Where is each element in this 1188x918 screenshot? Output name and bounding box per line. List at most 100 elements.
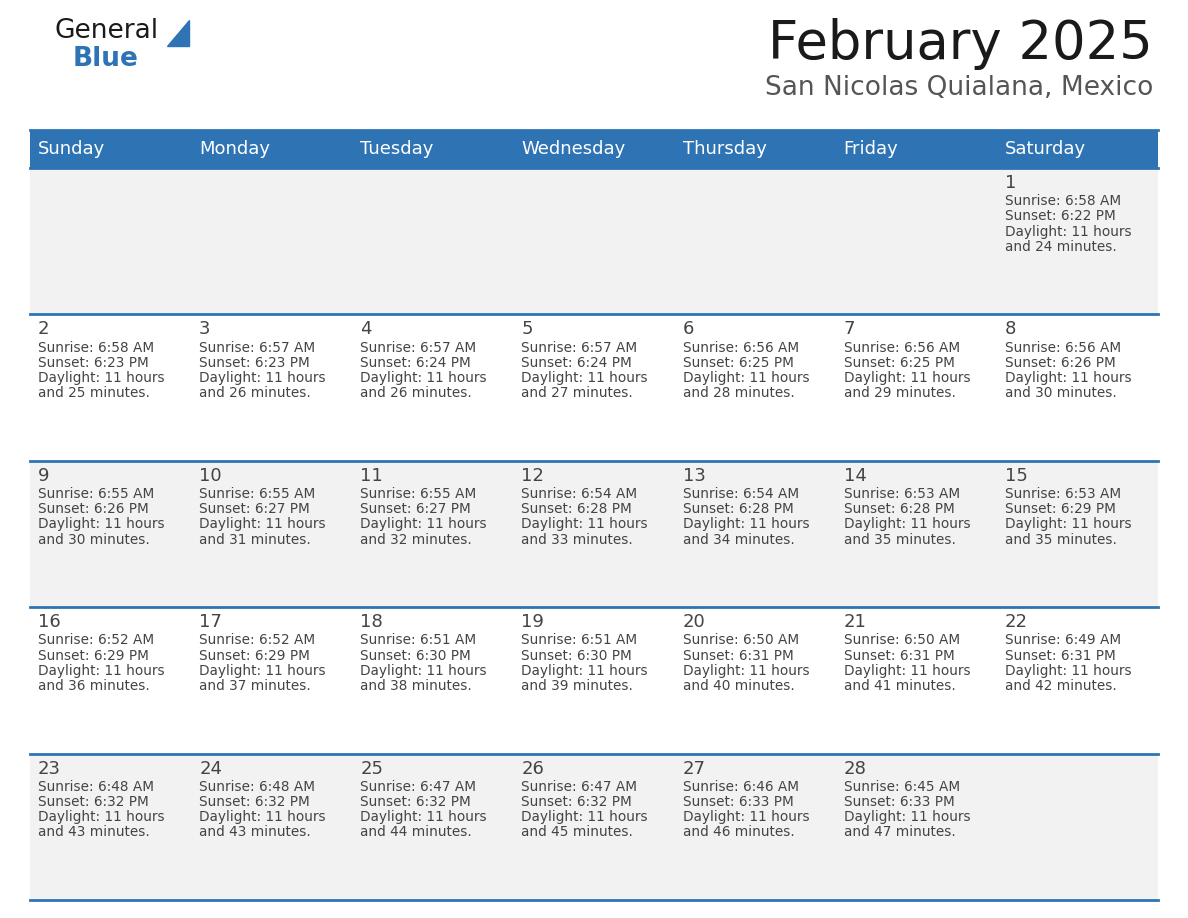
Text: Sunset: 6:30 PM: Sunset: 6:30 PM (360, 648, 470, 663)
Text: and 44 minutes.: and 44 minutes. (360, 825, 472, 839)
Text: Sunrise: 6:49 AM: Sunrise: 6:49 AM (1005, 633, 1121, 647)
Text: 8: 8 (1005, 320, 1016, 339)
Text: and 46 minutes.: and 46 minutes. (683, 825, 795, 839)
Text: Sunset: 6:29 PM: Sunset: 6:29 PM (1005, 502, 1116, 516)
Text: Sunrise: 6:48 AM: Sunrise: 6:48 AM (200, 779, 315, 794)
Text: Sunset: 6:25 PM: Sunset: 6:25 PM (843, 356, 955, 370)
Text: Sunday: Sunday (38, 140, 106, 158)
Text: 24: 24 (200, 759, 222, 778)
Text: and 31 minutes.: and 31 minutes. (200, 532, 311, 546)
Text: San Nicolas Quialana, Mexico: San Nicolas Quialana, Mexico (765, 75, 1154, 101)
Text: Daylight: 11 hours: Daylight: 11 hours (683, 518, 809, 532)
Text: Sunset: 6:32 PM: Sunset: 6:32 PM (200, 795, 310, 809)
Bar (675, 130, 835, 168)
Bar (30, 461, 1158, 607)
Polygon shape (168, 20, 189, 46)
Text: and 35 minutes.: and 35 minutes. (1005, 532, 1117, 546)
Text: Sunrise: 6:54 AM: Sunrise: 6:54 AM (683, 487, 798, 501)
Text: Sunrise: 6:56 AM: Sunrise: 6:56 AM (843, 341, 960, 354)
Text: General: General (55, 18, 159, 44)
Text: Sunrise: 6:55 AM: Sunrise: 6:55 AM (38, 487, 154, 501)
Text: and 27 minutes.: and 27 minutes. (522, 386, 633, 400)
Text: and 42 minutes.: and 42 minutes. (1005, 679, 1117, 693)
Bar (353, 130, 513, 168)
Text: Wednesday: Wednesday (522, 140, 626, 158)
Text: and 26 minutes.: and 26 minutes. (360, 386, 472, 400)
Text: and 38 minutes.: and 38 minutes. (360, 679, 472, 693)
Text: and 32 minutes.: and 32 minutes. (360, 532, 472, 546)
Text: 2: 2 (38, 320, 50, 339)
Text: Daylight: 11 hours: Daylight: 11 hours (1005, 518, 1131, 532)
Text: 26: 26 (522, 759, 544, 778)
Text: Daylight: 11 hours: Daylight: 11 hours (200, 518, 326, 532)
Text: Sunrise: 6:46 AM: Sunrise: 6:46 AM (683, 779, 798, 794)
Text: 18: 18 (360, 613, 383, 632)
Text: and 33 minutes.: and 33 minutes. (522, 532, 633, 546)
Bar (30, 754, 1158, 900)
Text: Daylight: 11 hours: Daylight: 11 hours (843, 518, 971, 532)
Text: Sunset: 6:31 PM: Sunset: 6:31 PM (1005, 648, 1116, 663)
Text: Daylight: 11 hours: Daylight: 11 hours (38, 810, 165, 824)
Text: Tuesday: Tuesday (360, 140, 434, 158)
Text: Sunset: 6:26 PM: Sunset: 6:26 PM (1005, 356, 1116, 370)
Text: and 24 minutes.: and 24 minutes. (1005, 240, 1117, 253)
Text: Daylight: 11 hours: Daylight: 11 hours (360, 371, 487, 385)
Text: and 29 minutes.: and 29 minutes. (843, 386, 955, 400)
Text: Sunrise: 6:45 AM: Sunrise: 6:45 AM (843, 779, 960, 794)
Text: and 25 minutes.: and 25 minutes. (38, 386, 150, 400)
Text: Sunset: 6:24 PM: Sunset: 6:24 PM (360, 356, 470, 370)
Text: Daylight: 11 hours: Daylight: 11 hours (683, 371, 809, 385)
Text: 6: 6 (683, 320, 694, 339)
Text: Blue: Blue (72, 46, 139, 72)
Text: Daylight: 11 hours: Daylight: 11 hours (843, 810, 971, 824)
Text: Sunrise: 6:55 AM: Sunrise: 6:55 AM (360, 487, 476, 501)
Text: Sunset: 6:28 PM: Sunset: 6:28 PM (522, 502, 632, 516)
Text: Sunrise: 6:58 AM: Sunrise: 6:58 AM (38, 341, 154, 354)
Text: Sunrise: 6:54 AM: Sunrise: 6:54 AM (522, 487, 638, 501)
Text: and 39 minutes.: and 39 minutes. (522, 679, 633, 693)
Bar (30, 607, 1158, 754)
Text: 13: 13 (683, 466, 706, 485)
Text: Thursday: Thursday (683, 140, 766, 158)
Text: Sunrise: 6:56 AM: Sunrise: 6:56 AM (683, 341, 798, 354)
Text: Daylight: 11 hours: Daylight: 11 hours (843, 371, 971, 385)
Text: Daylight: 11 hours: Daylight: 11 hours (200, 810, 326, 824)
Text: Sunrise: 6:47 AM: Sunrise: 6:47 AM (360, 779, 476, 794)
Text: 23: 23 (38, 759, 61, 778)
Bar (835, 130, 997, 168)
Text: 22: 22 (1005, 613, 1028, 632)
Bar (191, 130, 353, 168)
Text: 14: 14 (843, 466, 866, 485)
Bar (30, 168, 1158, 314)
Text: Sunrise: 6:50 AM: Sunrise: 6:50 AM (843, 633, 960, 647)
Text: Sunset: 6:27 PM: Sunset: 6:27 PM (200, 502, 310, 516)
Text: Sunset: 6:31 PM: Sunset: 6:31 PM (843, 648, 954, 663)
Text: 20: 20 (683, 613, 706, 632)
Text: Sunrise: 6:58 AM: Sunrise: 6:58 AM (1005, 194, 1121, 208)
Text: and 26 minutes.: and 26 minutes. (200, 386, 311, 400)
Text: 1: 1 (1005, 174, 1016, 192)
Text: Sunset: 6:24 PM: Sunset: 6:24 PM (522, 356, 632, 370)
Text: and 36 minutes.: and 36 minutes. (38, 679, 150, 693)
Text: Monday: Monday (200, 140, 270, 158)
Text: 4: 4 (360, 320, 372, 339)
Text: Daylight: 11 hours: Daylight: 11 hours (200, 664, 326, 677)
Text: and 30 minutes.: and 30 minutes. (38, 532, 150, 546)
Text: Sunrise: 6:50 AM: Sunrise: 6:50 AM (683, 633, 798, 647)
Text: 10: 10 (200, 466, 222, 485)
Text: Daylight: 11 hours: Daylight: 11 hours (38, 518, 165, 532)
Text: Daylight: 11 hours: Daylight: 11 hours (522, 810, 647, 824)
Bar (30, 314, 1158, 461)
Text: Sunset: 6:32 PM: Sunset: 6:32 PM (38, 795, 148, 809)
Bar (513, 130, 675, 168)
Text: and 30 minutes.: and 30 minutes. (1005, 386, 1117, 400)
Text: Daylight: 11 hours: Daylight: 11 hours (1005, 664, 1131, 677)
Text: Saturday: Saturday (1005, 140, 1086, 158)
Text: 28: 28 (843, 759, 866, 778)
Text: Daylight: 11 hours: Daylight: 11 hours (1005, 371, 1131, 385)
Text: 9: 9 (38, 466, 50, 485)
Text: and 41 minutes.: and 41 minutes. (843, 679, 955, 693)
Text: Sunset: 6:28 PM: Sunset: 6:28 PM (843, 502, 954, 516)
Text: and 34 minutes.: and 34 minutes. (683, 532, 795, 546)
Text: Friday: Friday (843, 140, 898, 158)
